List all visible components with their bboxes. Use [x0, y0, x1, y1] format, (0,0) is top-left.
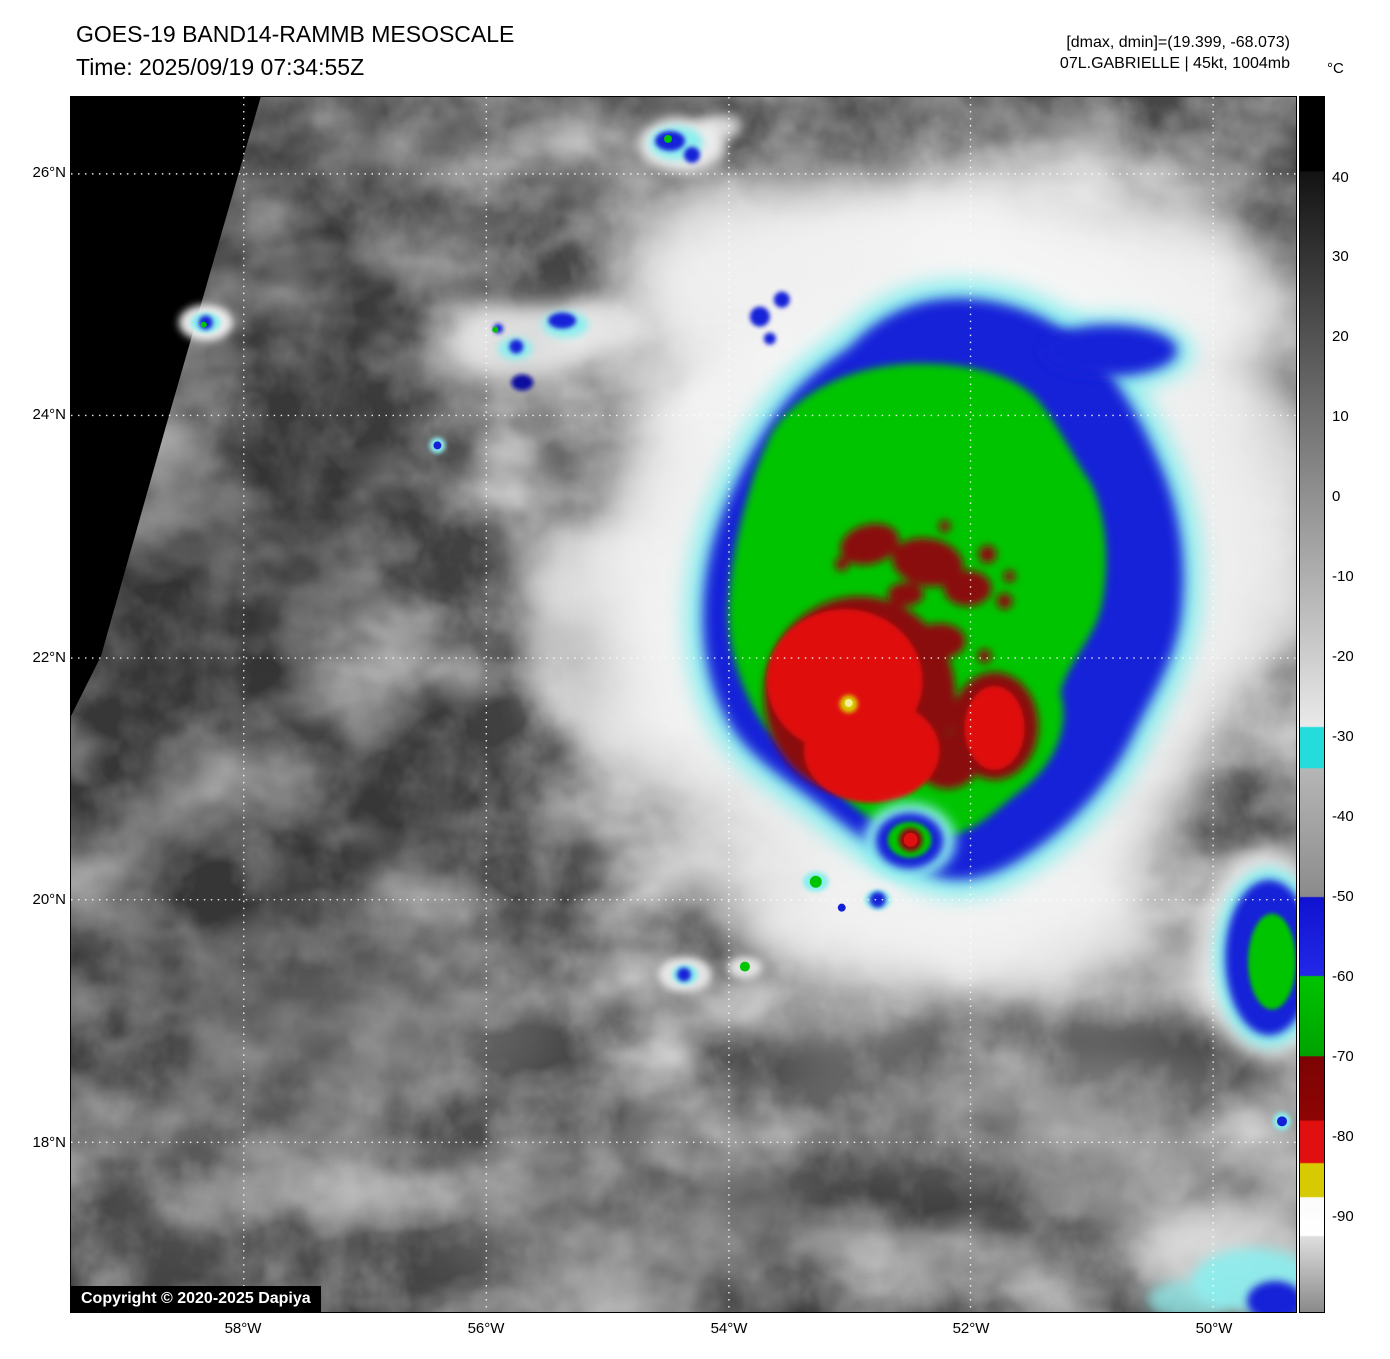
colorbar-tick: -90	[1332, 1208, 1354, 1225]
lon-label-54w: 54°W	[710, 1320, 748, 1337]
colorbar-tick: -70	[1332, 1048, 1354, 1065]
header-left: GOES-19 BAND14-RAMMB MESOSCALE Time: 202…	[76, 18, 514, 84]
southern-appendage	[863, 802, 956, 879]
colorbar-tick: -60	[1332, 968, 1354, 985]
satellite-image	[71, 97, 1296, 1312]
lat-label-20n: 20°N	[32, 891, 66, 908]
colorbar-tick: 10	[1332, 408, 1349, 425]
scan-edge-black-region	[71, 97, 261, 716]
header-right: [dmax, dmin]=(19.399, -68.073) 07L.GABRI…	[1060, 32, 1290, 74]
yellow-coldest-spot	[839, 695, 858, 713]
colorbar-tick: -10	[1332, 568, 1354, 585]
red-core	[766, 609, 1025, 803]
lon-label-58w: 58°W	[224, 1320, 262, 1337]
colorbar-tick: 30	[1332, 248, 1349, 265]
colorbar-tick: 40	[1332, 169, 1349, 186]
page-title: GOES-19 BAND14-RAMMB MESOSCALE	[76, 21, 515, 47]
storm-core	[600, 191, 1296, 966]
lon-label-50w: 50°W	[1195, 1320, 1233, 1337]
copyright-badge: Copyright © 2020-2025 Dapiya	[71, 1286, 321, 1313]
lat-label-26n: 26°N	[32, 164, 66, 181]
colorbar-tick: -30	[1332, 728, 1354, 745]
scattered-convective-cells	[178, 113, 1296, 1312]
colorbar-tick: -50	[1332, 888, 1354, 905]
lat-label-22n: 22°N	[32, 649, 66, 666]
colorbar-tick: -20	[1332, 648, 1354, 665]
colorbar-tick: 0	[1332, 488, 1341, 505]
temperature-colorbar	[1299, 96, 1325, 1313]
lon-label-52w: 52°W	[952, 1320, 990, 1337]
image-time: Time: 2025/09/19 07:34:55Z	[76, 54, 365, 80]
dmax-dmin-readout: [dmax, dmin]=(19.399, -68.073)	[1066, 34, 1290, 51]
satellite-map	[70, 96, 1297, 1313]
colorbar-tick: -40	[1332, 808, 1354, 825]
graticule	[71, 97, 1296, 1312]
lat-label-24n: 24°N	[32, 406, 66, 423]
colorbar-tick: -80	[1332, 1128, 1354, 1145]
lon-label-56w: 56°W	[467, 1320, 505, 1337]
lat-label-18n: 18°N	[32, 1134, 66, 1151]
colorbar-unit-label: °C	[1327, 60, 1344, 77]
colorbar-tick: 20	[1332, 328, 1349, 345]
storm-info: 07L.GABRIELLE | 45kt, 1004mb	[1059, 55, 1290, 72]
